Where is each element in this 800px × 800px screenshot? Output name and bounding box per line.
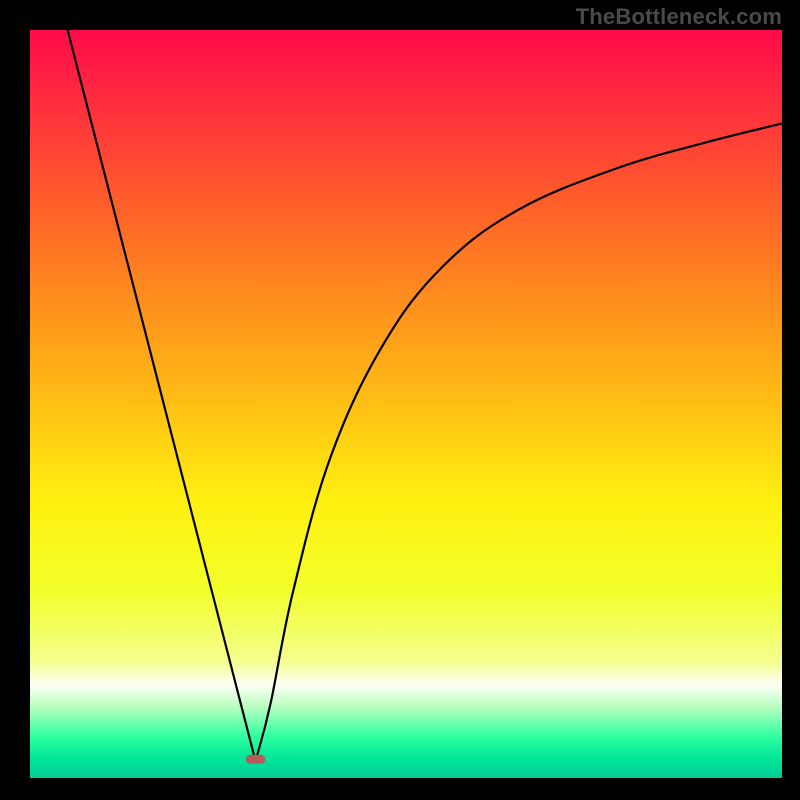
trough-marker bbox=[246, 755, 266, 764]
chart-frame: TheBottleneck.com bbox=[0, 0, 800, 800]
gradient-background bbox=[30, 30, 782, 778]
watermark-text: TheBottleneck.com bbox=[576, 4, 782, 30]
chart-svg bbox=[30, 30, 782, 778]
